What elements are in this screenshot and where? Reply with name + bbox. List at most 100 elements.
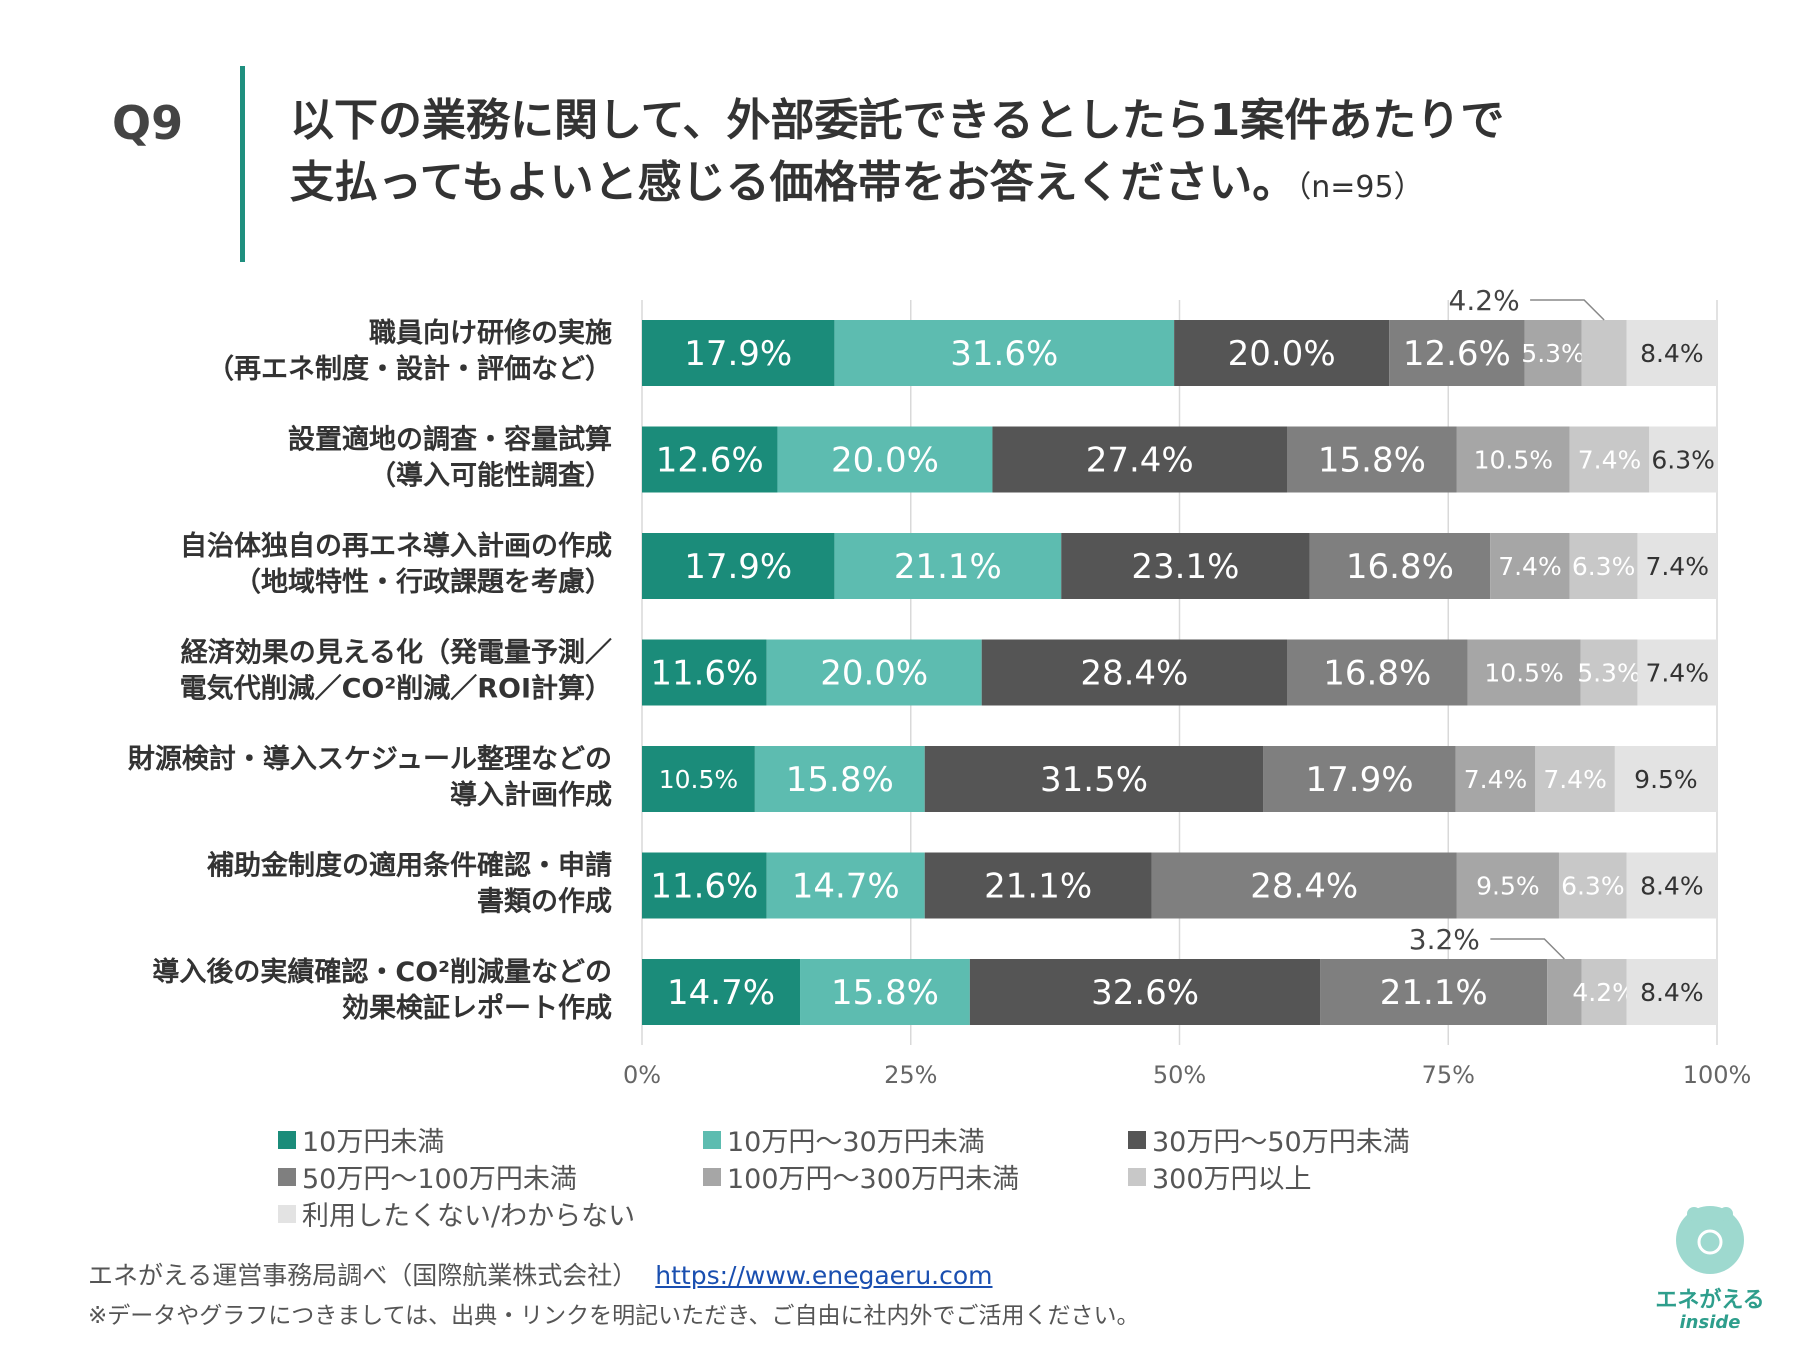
legend-item: 10万円～30万円未満: [703, 1120, 985, 1159]
source-link[interactable]: https://www.enegaeru.com: [655, 1261, 993, 1290]
category-label: （地域特性・行政課題を考慮）: [234, 566, 612, 598]
bar-segment: [1581, 959, 1627, 1025]
callout-leader: [1490, 938, 1565, 960]
data-label: 7.4%: [1498, 552, 1562, 581]
bar-segment: [992, 426, 1287, 493]
bar-segment: [1287, 426, 1457, 493]
legend-item: 30万円～50万円未満: [1128, 1120, 1410, 1159]
legend-label: 100万円～300万円未満: [727, 1164, 1020, 1195]
category-label: 書類の作成: [477, 887, 612, 918]
source-label: エネがえる運営事務局調べ（国際航業株式会社）: [88, 1261, 638, 1290]
data-label: 15.8%: [831, 973, 939, 1013]
data-label: 20.0%: [820, 654, 928, 694]
legend-label: 10万円～30万円未満: [727, 1127, 985, 1158]
legend-label: 300万円以上: [1152, 1164, 1312, 1195]
data-label: 28.4%: [1080, 654, 1188, 694]
legend-item: 50万円～100万円未満: [278, 1157, 577, 1196]
bar-segment: [1626, 852, 1717, 919]
logo-bulb-icon: [1697, 1229, 1723, 1255]
data-label: 12.6%: [656, 441, 764, 481]
category-label: 設置適地の調査・容量試算: [288, 424, 612, 456]
data-label: 11.6%: [650, 654, 758, 694]
data-label: 11.6%: [650, 867, 758, 907]
data-label: 28.4%: [1250, 867, 1358, 907]
logo-eye-right: [1719, 1207, 1733, 1221]
question-title-line2: 支払ってもよいと感じる価格帯をお答えください。: [290, 157, 1297, 208]
bar-segment: [1580, 639, 1638, 706]
legend-item: 10万円未満: [278, 1120, 444, 1159]
data-label: 10.5%: [1474, 446, 1553, 475]
bar-segment: [642, 639, 767, 706]
category-label: （導入可能性調査）: [369, 460, 612, 492]
data-label: 7.4%: [1645, 659, 1709, 688]
data-label: 20.0%: [1228, 334, 1336, 374]
bar-segment: [1569, 426, 1650, 493]
data-label: 23.1%: [1131, 547, 1239, 587]
data-label: 8.4%: [1640, 978, 1704, 1007]
callout-label: 3.2%: [1409, 923, 1480, 956]
logo-text: エネがえる: [1655, 1288, 1765, 1313]
x-tick-label: 75%: [1422, 1061, 1475, 1089]
data-label: 7.4%: [1464, 765, 1528, 794]
data-label: 9.5%: [1476, 872, 1540, 901]
enegaeru-logo: [1676, 1206, 1744, 1274]
question-label: Q9: [112, 96, 184, 150]
bar-segment: [1558, 852, 1627, 919]
bar-segment: [766, 852, 925, 919]
legend-label: 10万円未満: [302, 1127, 445, 1158]
bar-segment: [642, 426, 778, 493]
legend-swatch: [278, 1204, 296, 1223]
data-label: 16.8%: [1323, 654, 1431, 694]
category-label: 導入後の実績確認・CO²削減量などの: [152, 956, 612, 988]
data-label: 8.4%: [1640, 872, 1704, 901]
legend-swatch: [1128, 1130, 1146, 1149]
legend-swatch: [703, 1167, 721, 1186]
data-label: 15.8%: [1318, 441, 1426, 481]
callout-leader: [1530, 299, 1605, 321]
bar-segment: [1569, 533, 1638, 599]
data-label: 20.0%: [831, 441, 939, 481]
bar-segment: [981, 639, 1287, 706]
question-title-line1: 以下の業務に関して、外部委託できるとしたら1案件あたりで: [290, 95, 1505, 146]
bar-segment: [834, 533, 1062, 599]
legend-swatch: [703, 1130, 721, 1149]
x-tick-label: 50%: [1153, 1061, 1206, 1089]
bar-segment: [1637, 639, 1717, 706]
bar-segment: [1174, 320, 1390, 386]
legend-label: 30万円～50万円未満: [1152, 1127, 1410, 1158]
data-label: 7.4%: [1645, 552, 1709, 581]
bar-segment: [1524, 320, 1582, 386]
data-label: 6.3%: [1561, 872, 1625, 901]
bar-segment: [1490, 533, 1570, 599]
sample-size: （n=95）: [1296, 170, 1424, 205]
data-label: 8.4%: [1640, 339, 1704, 368]
legend-item: 利用したくない/わからない: [278, 1194, 635, 1233]
legend-item: 300万円以上: [1128, 1157, 1312, 1196]
bar-segment: [1061, 533, 1310, 599]
data-label: 7.4%: [1543, 765, 1607, 794]
bar-segment: [1263, 746, 1456, 812]
bar-segment: [1287, 639, 1468, 706]
bar-segment: [1547, 959, 1582, 1025]
data-label: 27.4%: [1086, 441, 1194, 481]
bar-segment: [969, 959, 1321, 1025]
data-label: 10.5%: [659, 765, 738, 794]
legend-item: 100万円～300万円未満: [703, 1157, 1019, 1196]
data-label: 14.7%: [792, 867, 900, 907]
data-label: 4.2%: [1572, 978, 1636, 1007]
data-label: 14.7%: [667, 973, 775, 1013]
data-label: 17.9%: [1306, 760, 1414, 800]
bar-segment: [1456, 426, 1570, 493]
bar-segment: [642, 852, 767, 919]
bar-segment: [1614, 746, 1717, 812]
bar-segment: [642, 320, 835, 386]
data-label: 7.4%: [1578, 446, 1642, 475]
bar-segment: [1637, 533, 1717, 599]
bar-segment: [1456, 852, 1559, 919]
data-label: 21.1%: [1380, 973, 1488, 1013]
legend-swatch: [1128, 1167, 1146, 1186]
legend-label: 50万円～100万円未満: [302, 1164, 577, 1195]
bar-segment: [800, 959, 970, 1025]
bar-segment: [1455, 746, 1536, 812]
bar-segment: [642, 746, 755, 812]
